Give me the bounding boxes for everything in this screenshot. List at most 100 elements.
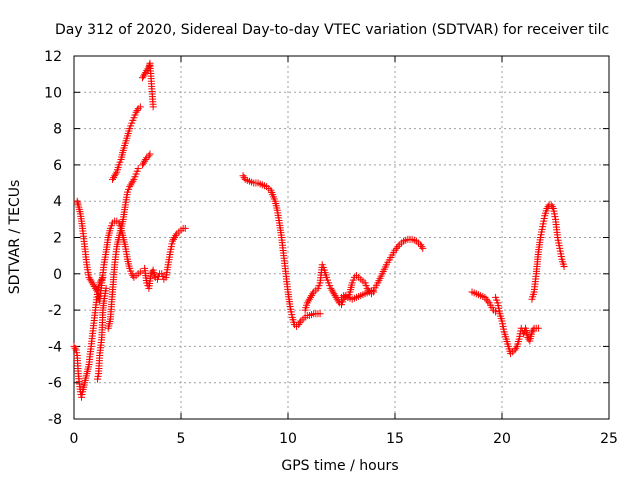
axes <box>73 55 610 420</box>
data-point-0 <box>97 277 105 285</box>
data-point-5 <box>146 150 154 158</box>
grid-lines <box>74 56 609 419</box>
data-point-1 <box>90 283 98 291</box>
data-point-9 <box>305 295 313 303</box>
y-tick-label: 0 <box>53 267 62 283</box>
y-tick-label: 12 <box>44 49 62 65</box>
data-point-7 <box>147 270 155 278</box>
x-tick-label: 25 <box>600 431 618 447</box>
chart-title: Day 312 of 2020, Sidereal Day-to-day VTE… <box>55 22 609 38</box>
data-point-1 <box>73 197 81 205</box>
data-point-11 <box>492 308 500 316</box>
data-point-9 <box>329 288 337 296</box>
data-point-1 <box>92 286 100 294</box>
data-point-4 <box>133 106 141 114</box>
data-point-9 <box>309 290 317 298</box>
data-point-3 <box>129 177 137 185</box>
data-point-10 <box>392 244 400 252</box>
data-point-6 <box>145 61 153 69</box>
data-point-3 <box>127 181 135 189</box>
data-point-9 <box>334 297 342 305</box>
data-point-9 <box>328 286 336 294</box>
tick-labels: 0 5 10 15 20 25 -8 -6 -4 -2 0 2 4 6 8 10 12 <box>44 49 618 447</box>
data-point-1 <box>136 268 144 276</box>
data-point-13 <box>548 203 556 211</box>
data-point-11 <box>481 293 489 301</box>
data-point-4 <box>109 175 117 183</box>
data-point-9 <box>308 292 316 300</box>
data-point-1 <box>85 273 93 281</box>
data-point-8 <box>239 172 247 180</box>
data-point-4 <box>132 108 140 116</box>
data-point-1 <box>128 270 136 278</box>
data-point-4 <box>112 170 120 178</box>
data-point-1 <box>88 279 96 287</box>
data-point-8 <box>316 310 324 318</box>
data-point-4 <box>136 103 144 111</box>
data-point-0 <box>71 344 79 352</box>
y-tick-label: 10 <box>44 85 62 101</box>
data-point-1 <box>89 281 97 289</box>
data-point-1 <box>86 275 94 283</box>
x-axis-label: GPS time / hours <box>281 458 398 474</box>
data-point-8 <box>295 321 303 329</box>
data-point-6 <box>141 70 149 78</box>
data-point-13 <box>560 263 568 271</box>
data-point-5 <box>140 159 148 167</box>
y-tick-label: -2 <box>48 303 62 319</box>
data-point-12 <box>528 328 536 336</box>
data-point-13 <box>543 204 551 212</box>
data-point-6 <box>140 72 148 80</box>
data-point-9 <box>303 299 311 307</box>
data-point-3 <box>128 179 136 187</box>
data-point-7 <box>172 232 180 240</box>
y-tick-label: 4 <box>53 194 62 210</box>
data-point-3 <box>134 165 142 173</box>
data-points <box>70 59 568 401</box>
y-tick-label: 6 <box>53 158 62 174</box>
data-point-1 <box>87 277 95 285</box>
data-point-8 <box>296 319 304 327</box>
x-tick-label: 0 <box>70 431 79 447</box>
data-point-12 <box>512 344 520 352</box>
data-point-7 <box>170 235 178 243</box>
data-point-6 <box>138 74 146 82</box>
y-axis-label: SDTVAR / TECUs <box>7 180 23 295</box>
data-point-12 <box>529 326 537 334</box>
y-tick-label: -8 <box>48 412 62 428</box>
data-point-9 <box>304 297 312 305</box>
data-point-12 <box>534 324 542 332</box>
data-point-9 <box>331 292 339 300</box>
x-tick-label: 10 <box>279 431 297 447</box>
data-point-6 <box>142 68 150 76</box>
data-point-6 <box>149 103 157 111</box>
data-point-10 <box>391 246 399 254</box>
x-tick-label: 5 <box>177 431 186 447</box>
data-point-7 <box>181 224 189 232</box>
data-point-9 <box>333 295 341 303</box>
data-point-5 <box>141 157 149 165</box>
data-point-4 <box>111 172 119 180</box>
data-point-11 <box>484 297 492 305</box>
y-tick-label: -4 <box>48 339 62 355</box>
x-tick-label: 20 <box>493 431 511 447</box>
data-point-1 <box>74 199 82 207</box>
data-point-10 <box>417 241 425 249</box>
data-point-11 <box>482 295 490 303</box>
data-point-9 <box>306 293 314 301</box>
data-point-9 <box>330 290 338 298</box>
data-point-5 <box>145 152 153 160</box>
data-point-4 <box>110 174 118 182</box>
data-point-10 <box>419 244 427 252</box>
data-point-7 <box>171 234 179 241</box>
y-tick-label: 2 <box>53 231 62 247</box>
y-tick-label: 8 <box>53 122 62 138</box>
data-point-6 <box>145 63 153 71</box>
x-tick-label: 15 <box>386 431 404 447</box>
data-point-10 <box>418 243 426 251</box>
y-tick-label: -6 <box>48 376 62 392</box>
data-point-7 <box>168 237 176 245</box>
data-point-5 <box>142 155 150 163</box>
data-point-10 <box>394 243 402 251</box>
